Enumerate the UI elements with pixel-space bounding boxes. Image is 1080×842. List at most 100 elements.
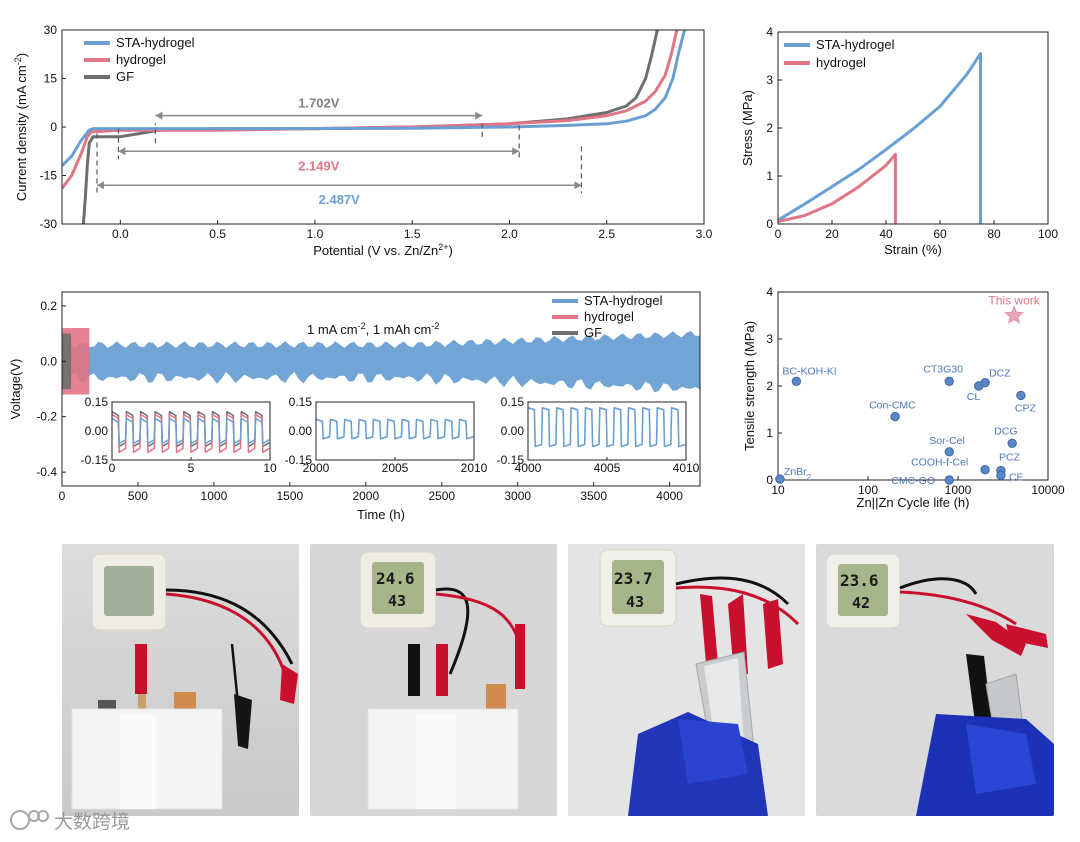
scatter-label: ZnBr2 [784,466,812,482]
y-tick-label: 0 [766,473,773,487]
inset-y-tick-label: 0.15 [85,395,109,409]
x-tick-label: 2500 [428,489,455,503]
scatter-label: DCG [994,425,1017,437]
x-axis-label: Time (h) [357,507,405,522]
scatter-label: CMC-GO [891,475,935,487]
inset-2: 2000 2005 2010 0.15 0.00 -0.15 [285,395,488,475]
inset-x-tick-label: 4000 [515,461,542,475]
annotation-arrowhead [475,111,483,120]
x-tick-label: 10000 [1031,483,1065,497]
x-tick-label: 3500 [580,489,607,503]
x-tick-label: 3.0 [696,227,713,241]
scatter-point [1007,438,1017,449]
scatter-label: PCZ [999,452,1021,464]
inset-y-tick-label: 0.15 [289,395,313,409]
inset-x-tick-label: 2010 [461,461,488,475]
inset-x-tick-label: 5 [188,461,195,475]
photo-battery-flat [62,544,299,816]
x-tick-label: 60 [933,227,947,241]
inset-x-tick-label: 2005 [382,461,409,475]
photo-battery-bent-drawing: 23.7 43 [568,544,805,816]
inset-3: 4000 4005 4010 0.15 0.00 -0.15 [497,395,700,475]
stress-strain-chart: 0 20 40 60 80 100 0 1 2 3 4 STA-hydrogel hydrogel Str… [740,25,1058,257]
thermometer-temp: 23.7 [614,569,653,588]
y-tick-label: -0.2 [36,410,57,424]
series-gf-band [62,333,72,389]
x-tick-label: 100 [1038,227,1058,241]
y-tick-label: 0.0 [40,354,57,368]
y-tick-label: 4 [766,25,773,39]
y-tick-label: 1 [766,169,773,183]
thermometer-temp: 23.6 [840,571,879,590]
scatter-label: COOH-f-Cel [911,457,968,469]
annotation-label: 2.487V [319,192,361,207]
x-tick-label: 4000 [656,489,683,503]
annotation-label: 2.149V [298,158,340,173]
scatter-label: BC-KOH-KI [782,365,836,377]
photo-battery-folded-drawing: 23.6 42 [816,544,1054,816]
this-work-star [1004,305,1024,324]
x-tick-label: 0.5 [209,227,226,241]
series-hydrogel [62,30,679,190]
y-tick-label: 2 [766,379,773,393]
x-tick-label: 2.0 [501,227,518,241]
legend-label: STA-hydrogel [116,35,195,50]
photo-battery-flat-powered-drawing: 24.6 43 [310,544,557,816]
x-tick-label: 80 [987,227,1001,241]
x-tick-label: 1.0 [307,227,324,241]
x-tick-label: 40 [879,227,893,241]
series-group [62,30,686,224]
inset-y-tick-label: 0.00 [289,424,313,438]
x-tick-label: 100 [858,483,878,497]
scatter-point [996,470,1006,481]
scatter-label: Sor-Cel [929,435,965,447]
annotation-arrowhead [574,181,582,190]
thermometer-temp: 24.6 [376,569,415,588]
inset-x-tick-label: 2000 [303,461,330,475]
y-axis-label: Stress (MPa) [740,90,755,166]
y-tick-label: -0.4 [36,465,57,479]
series-hydrogel [777,152,897,224]
series-sta-hydrogel [777,52,982,224]
photo-battery-folded: 23.6 42 [816,544,1054,816]
inset-1: 0 5 10 0.15 0.00 -0.15 [81,395,277,475]
x-tick-label: 0 [59,489,66,503]
inset-y-tick-label: 0.00 [501,424,525,438]
series-sta-hydrogel-band [62,331,700,393]
y-tick-label: 0 [50,120,57,134]
photo-battery-flat-powered: 24.6 43 [310,544,557,816]
annotation-label: 1.702V [298,96,340,111]
x-tick-label: 0 [775,227,782,241]
y-tick-label: 0 [766,217,773,231]
y-tick-label: 30 [44,23,58,37]
legend-label: hydrogel [116,52,166,67]
inset-x-tick-label: 4010 [673,461,700,475]
x-axis-label: Potential (V vs. Zn/Zn2+) [313,242,453,258]
x-axis-label: Strain (%) [884,242,942,257]
x-tick-label: 1500 [277,489,304,503]
inset-y-tick-label: -0.15 [81,453,109,467]
annotation-arrowhead [118,147,126,156]
watermark: 大数跨境 [8,806,130,834]
legend-label: GF [116,69,134,84]
y-tick-label: -30 [40,217,58,231]
scatter-point [980,378,990,388]
cycling-chart: 0 500 1000 1500 2000 2500 3000 3500 4000 0.2 0.0 -0… [8,291,701,522]
legend-label: hydrogel [584,309,634,324]
inset-y-tick-label: 0.00 [85,424,109,438]
scatter-point [944,376,954,387]
y-axis-label: Current density (mA cm-2) [13,53,29,201]
inset-y-tick-label: -0.15 [285,453,313,467]
thermometer-humidity: 43 [388,592,406,610]
scatter-point [944,475,954,485]
scatter-label: DCZ [989,368,1011,380]
inset-y-tick-label: 0.15 [501,395,525,409]
inset-x-tick-label: 10 [263,461,277,475]
scatter-point [791,376,802,387]
y-tick-label: -15 [40,169,58,183]
inset-x-tick-label: 4005 [594,461,621,475]
y-axis-label: Voltage(V) [8,359,23,420]
inset-trace [527,407,686,448]
y-tick-label: 4 [766,285,773,299]
